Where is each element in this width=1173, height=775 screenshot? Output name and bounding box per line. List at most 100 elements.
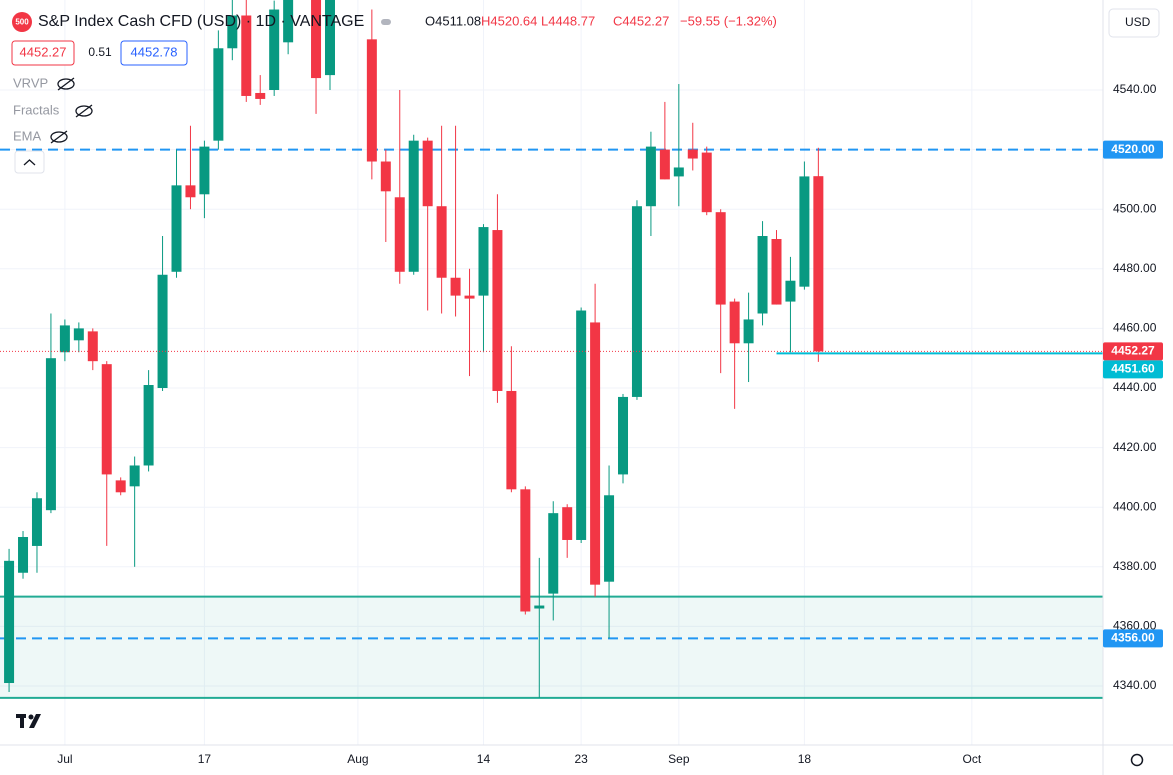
candle-body: [506, 390, 517, 490]
sell-price: 4452.27: [20, 44, 67, 59]
hline-tag: [1103, 140, 1163, 159]
y-tick-label: 4340.00: [1113, 678, 1157, 692]
hline-label: 4356.00: [1111, 630, 1155, 644]
candle-body: [18, 536, 29, 573]
hidden-icons: [50, 77, 93, 144]
x-tick-label: Sep: [668, 752, 690, 766]
candle-body: [757, 236, 768, 314]
candle-body: [324, 0, 335, 76]
plot-area: [0, 0, 1103, 745]
candle-body: [534, 605, 545, 609]
x-tick-label: 23: [574, 752, 588, 766]
ohlc-value: H4520.64: [481, 13, 537, 28]
level-tag: [1103, 360, 1163, 379]
y-tick-label: 4360.00: [1113, 619, 1157, 633]
buy-box[interactable]: [120, 40, 188, 66]
candle-body: [743, 319, 754, 344]
candle-body: [199, 146, 210, 195]
candle-body: [576, 310, 587, 540]
candle-body: [701, 152, 712, 213]
currency-button[interactable]: [1108, 8, 1160, 38]
tv-logo: [16, 714, 41, 728]
candle-body: [645, 146, 656, 207]
candle-body: [4, 560, 15, 684]
candle-body: [45, 358, 56, 511]
candle-body: [799, 176, 810, 287]
zone: [0, 596, 1103, 698]
candle-body: [464, 295, 475, 299]
y-tick-label: 4460.00: [1113, 321, 1157, 335]
ohlc-value: C4452.27: [613, 13, 669, 28]
candle-body: [618, 396, 629, 475]
candle-body: [562, 507, 573, 540]
candle-body: [380, 161, 391, 192]
candle-body: [408, 140, 419, 272]
candle-body: [715, 212, 726, 305]
y-tick-label: 4500.00: [1113, 201, 1157, 215]
ohlc-value: −59.55 (−1.32%): [680, 13, 777, 28]
candle-body: [31, 498, 42, 546]
price-label: 4452.27: [1111, 344, 1155, 358]
candle-body: [311, 0, 322, 79]
symbol-badge-text: 500: [15, 18, 29, 27]
y-tick-label: 4380.00: [1113, 559, 1157, 573]
candle-body: [185, 185, 196, 198]
y-tick-label: 4480.00: [1113, 261, 1157, 275]
sell-box[interactable]: [11, 40, 75, 66]
candle-body: [143, 385, 154, 466]
candle-body: [673, 167, 684, 177]
candle-body: [729, 301, 740, 344]
candle-body: [590, 322, 601, 585]
hline-label: 4520.00: [1111, 142, 1155, 156]
candle-body: [283, 0, 294, 43]
candle-body: [241, 15, 252, 96]
candle-body: [631, 206, 642, 397]
y-tick-label: 4440.00: [1113, 380, 1157, 394]
candle-body: [269, 9, 280, 90]
candle-body: [492, 230, 503, 391]
candle-body: [604, 495, 615, 582]
collapse-icon: [23, 159, 36, 166]
candle-body: [366, 39, 377, 162]
collapse-button[interactable]: [14, 150, 45, 174]
candle-body: [520, 489, 531, 612]
candle-body: [813, 176, 824, 352]
x-tick-label: 18: [798, 752, 812, 766]
candle-body: [687, 149, 698, 159]
candle-body: [394, 197, 405, 272]
candle-body: [436, 206, 447, 278]
candle-body: [548, 513, 559, 594]
x-tick-label: Aug: [347, 752, 368, 766]
y-tick-label: 4420.00: [1113, 440, 1157, 454]
x-tick-label: 17: [198, 752, 212, 766]
symbol-badge[interactable]: [12, 12, 32, 32]
candle-body: [213, 48, 224, 141]
chart-title[interactable]: S&P Index Cash CFD (USD) · 1D · VANTAGE: [38, 13, 364, 30]
y-tick-label: 4540.00: [1113, 82, 1157, 96]
y-tick-label: 4400.00: [1113, 499, 1157, 513]
candle-body: [87, 331, 98, 362]
status-dot: [381, 19, 391, 25]
level-label: 4451.60: [1111, 362, 1155, 376]
settings-icon[interactable]: [1130, 753, 1144, 767]
candle-body: [659, 149, 670, 180]
ohlc-value: O4511.08: [425, 13, 481, 28]
candle-body: [59, 325, 70, 353]
x-tick-label: 14: [477, 752, 491, 766]
candle-body: [73, 328, 84, 341]
x-tick-label: Oct: [963, 752, 982, 766]
candle-body: [255, 92, 266, 99]
indicator[interactable]: EMA: [13, 128, 42, 143]
candle-body: [227, 15, 238, 49]
candle-body: [771, 238, 782, 305]
candle-body: [785, 280, 796, 302]
x-tick-label: Jul: [57, 752, 72, 766]
candle-body: [157, 274, 168, 388]
candle-body: [101, 364, 112, 475]
candle-body: [478, 227, 489, 296]
ohlc-value: L4448.77: [541, 13, 595, 28]
indicator[interactable]: Fractals: [13, 102, 60, 117]
indicator[interactable]: VRVP: [13, 75, 48, 90]
candle-body: [129, 465, 140, 487]
